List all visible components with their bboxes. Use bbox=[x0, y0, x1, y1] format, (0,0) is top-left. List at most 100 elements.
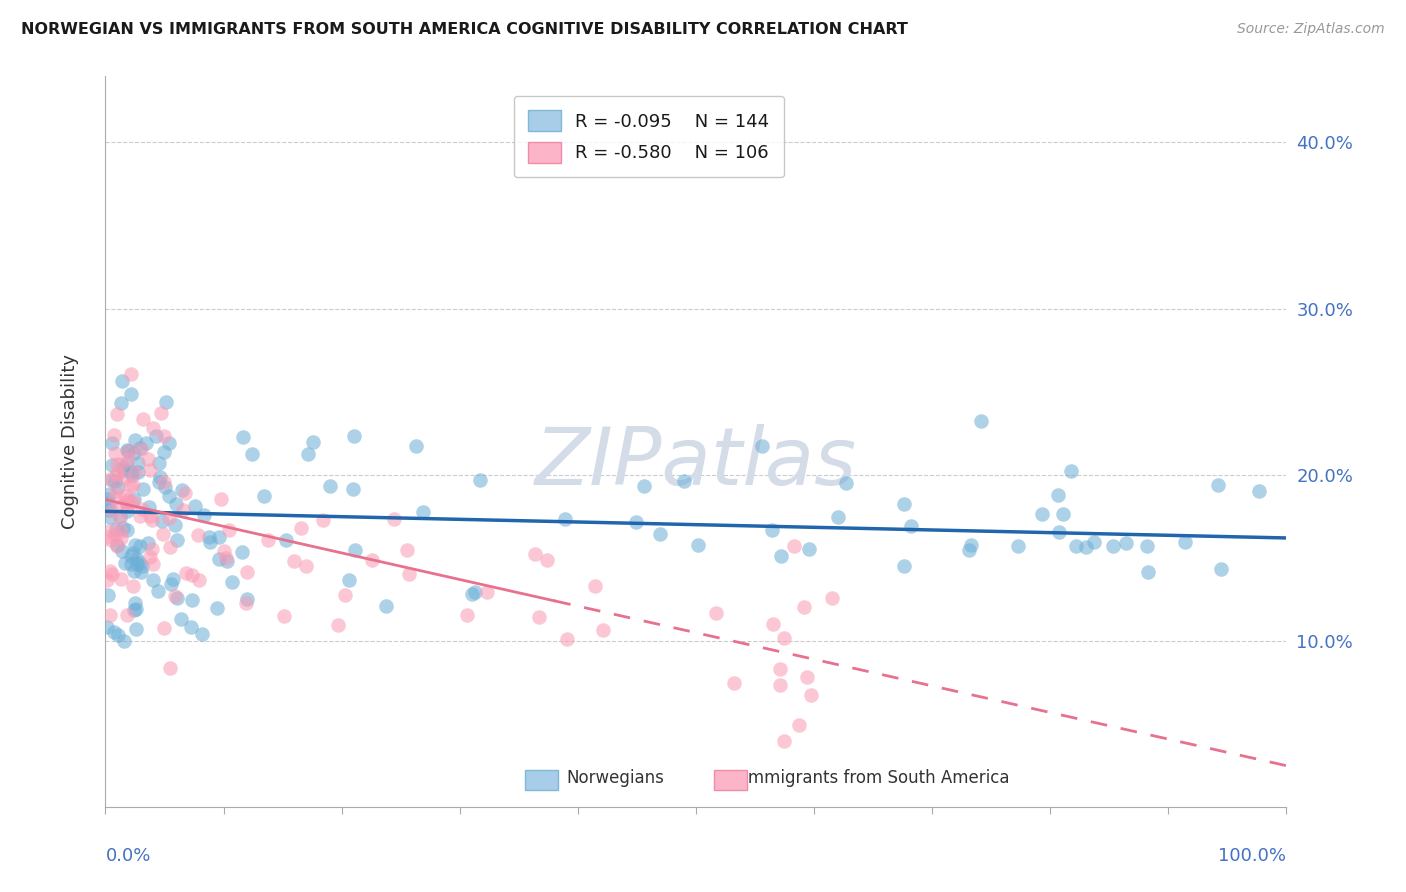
Point bbox=[104, 483, 127, 498]
Point bbox=[150, 514, 173, 528]
Point bbox=[796, 669, 818, 683]
Point bbox=[114, 489, 136, 503]
Text: 100.0%: 100.0% bbox=[1219, 847, 1286, 865]
Point bbox=[231, 545, 253, 559]
Point bbox=[337, 573, 360, 587]
Point bbox=[181, 592, 204, 607]
Point bbox=[536, 553, 558, 567]
Point bbox=[153, 445, 176, 459]
FancyBboxPatch shape bbox=[524, 770, 558, 790]
Point bbox=[105, 537, 128, 551]
Point bbox=[105, 468, 128, 483]
Point bbox=[115, 499, 138, 513]
Point bbox=[157, 511, 180, 525]
Point bbox=[104, 491, 127, 506]
Point bbox=[181, 568, 204, 582]
Point bbox=[141, 542, 163, 557]
Point bbox=[148, 475, 170, 489]
Point bbox=[1247, 483, 1270, 498]
Point bbox=[100, 504, 122, 518]
Point bbox=[149, 470, 172, 484]
Point bbox=[117, 608, 139, 623]
Point bbox=[274, 533, 297, 547]
Legend: R = -0.095    N = 144, R = -0.580    N = 106: R = -0.095 N = 144, R = -0.580 N = 106 bbox=[513, 95, 783, 178]
Point bbox=[101, 567, 124, 582]
Point bbox=[120, 387, 142, 401]
Point bbox=[157, 435, 180, 450]
Point bbox=[122, 478, 145, 492]
Point bbox=[1206, 478, 1229, 492]
Point bbox=[145, 429, 167, 443]
Point bbox=[212, 543, 235, 558]
Point bbox=[297, 447, 319, 461]
Text: Norwegians: Norwegians bbox=[567, 769, 664, 787]
Point bbox=[111, 521, 134, 535]
Point bbox=[787, 718, 810, 732]
Point bbox=[105, 522, 128, 536]
Point bbox=[120, 367, 142, 381]
Point bbox=[475, 585, 498, 599]
Point bbox=[127, 456, 149, 470]
Point bbox=[165, 497, 187, 511]
Point bbox=[152, 526, 174, 541]
Point bbox=[105, 457, 128, 471]
Point bbox=[138, 549, 160, 564]
Point bbox=[585, 579, 607, 593]
Point bbox=[115, 457, 138, 471]
Point bbox=[624, 515, 647, 529]
Point bbox=[799, 542, 821, 557]
Point bbox=[312, 513, 335, 527]
Point bbox=[155, 395, 177, 409]
Text: Source: ZipAtlas.com: Source: ZipAtlas.com bbox=[1237, 22, 1385, 37]
Point bbox=[107, 480, 129, 494]
Point bbox=[821, 591, 844, 605]
Point bbox=[117, 451, 139, 466]
Point bbox=[105, 407, 128, 421]
Point bbox=[835, 475, 858, 490]
Point bbox=[1052, 507, 1074, 521]
Point bbox=[772, 733, 794, 747]
Point bbox=[124, 433, 146, 447]
Point bbox=[110, 572, 132, 586]
Point bbox=[118, 494, 141, 508]
FancyBboxPatch shape bbox=[714, 770, 747, 790]
Point bbox=[114, 495, 136, 509]
Text: 0.0%: 0.0% bbox=[105, 847, 150, 865]
Point bbox=[96, 492, 118, 507]
Point bbox=[318, 479, 340, 493]
Point bbox=[121, 546, 143, 560]
Point bbox=[1083, 534, 1105, 549]
Point bbox=[142, 421, 165, 435]
Point bbox=[120, 557, 142, 571]
Point bbox=[1137, 565, 1160, 579]
Point bbox=[342, 482, 364, 496]
Point bbox=[112, 460, 135, 475]
Point bbox=[398, 566, 420, 581]
Point bbox=[328, 618, 350, 632]
Point bbox=[160, 576, 183, 591]
Point bbox=[107, 628, 129, 642]
Point bbox=[187, 528, 209, 542]
Point bbox=[172, 483, 194, 498]
Point bbox=[112, 634, 135, 648]
Point bbox=[117, 444, 139, 458]
Point bbox=[131, 442, 153, 457]
Point bbox=[970, 414, 993, 428]
Point bbox=[174, 486, 197, 500]
Point bbox=[131, 558, 153, 573]
Point bbox=[103, 428, 125, 442]
Point bbox=[98, 472, 121, 486]
Point bbox=[98, 503, 121, 517]
Point bbox=[554, 512, 576, 526]
Text: ZIPatlas: ZIPatlas bbox=[534, 425, 858, 502]
Point bbox=[235, 596, 257, 610]
Point bbox=[122, 579, 145, 593]
Point bbox=[120, 465, 142, 479]
Point bbox=[98, 510, 121, 524]
Point bbox=[343, 428, 366, 442]
Point bbox=[114, 556, 136, 570]
Point bbox=[773, 631, 796, 645]
Point bbox=[127, 465, 149, 479]
Point bbox=[105, 540, 128, 554]
Point bbox=[162, 572, 184, 586]
